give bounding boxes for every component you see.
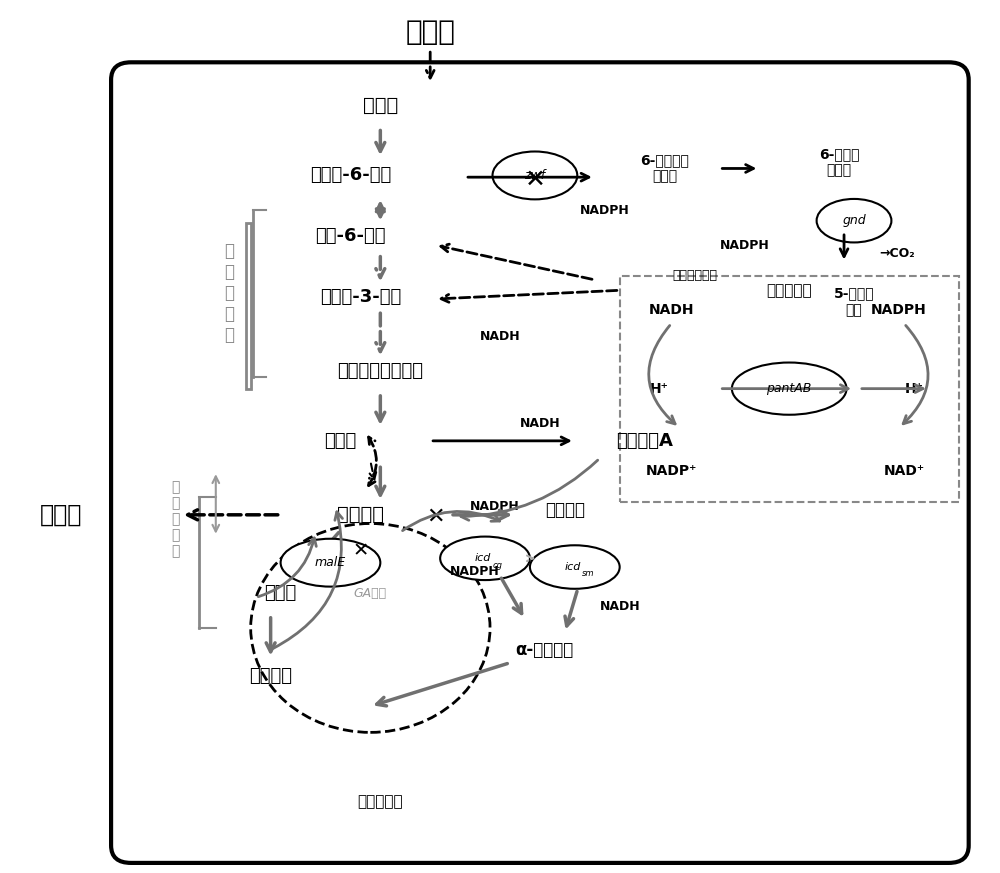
Text: 转氢酶循环: 转氢酶循环 (766, 283, 812, 298)
Text: icd: icd (565, 562, 581, 572)
Text: H⁺: H⁺ (904, 382, 923, 395)
Text: NADH: NADH (520, 417, 561, 430)
Text: 草酰乙酸: 草酰乙酸 (337, 505, 384, 525)
Text: 6-磷酸葡
萄糖酸: 6-磷酸葡 萄糖酸 (819, 148, 859, 177)
Text: gnd: gnd (842, 214, 866, 227)
Text: NADH: NADH (649, 303, 694, 317)
Text: 磷酸烯醇式丙酮酸: 磷酸烯醇式丙酮酸 (337, 362, 423, 381)
FancyBboxPatch shape (620, 276, 959, 502)
Text: pantAB: pantAB (767, 382, 812, 395)
Text: 6-磷酸葡萄
糖内酯: 6-磷酸葡萄 糖内酯 (640, 154, 689, 183)
Text: 赖氨酸: 赖氨酸 (40, 503, 82, 526)
Text: NADPH: NADPH (871, 303, 927, 317)
Text: 甘油醛-3-磷酸: 甘油醛-3-磷酸 (320, 288, 401, 306)
Text: 糖
酵
解
途
径: 糖 酵 解 途 径 (224, 243, 234, 343)
Text: NADH: NADH (480, 330, 521, 343)
Text: zwf: zwf (524, 169, 545, 182)
Text: 苹果酸: 苹果酸 (264, 584, 297, 602)
Text: NADP⁺: NADP⁺ (646, 464, 697, 478)
FancyBboxPatch shape (111, 62, 969, 863)
Text: NADH: NADH (600, 600, 640, 613)
Text: →CO₂: →CO₂ (879, 247, 915, 260)
Text: 丙酮酸: 丙酮酸 (324, 432, 357, 450)
Text: malE: malE (315, 556, 346, 569)
Text: NADPH: NADPH (470, 499, 520, 512)
Text: H⁺: H⁺ (650, 382, 669, 395)
Text: NADPH: NADPH (580, 203, 630, 217)
Text: ✕: ✕ (524, 168, 545, 192)
Text: 葡萄糖: 葡萄糖 (363, 96, 398, 115)
Text: 磷酸戊糖途径: 磷酸戊糖途径 (672, 269, 717, 282)
Text: NADPH: NADPH (450, 565, 500, 578)
Text: ✕: ✕ (352, 542, 369, 560)
Ellipse shape (281, 539, 380, 587)
Text: sm: sm (582, 569, 594, 579)
Text: ✕: ✕ (426, 506, 444, 526)
Text: 乙
醛
酸
循
环: 乙 醛 酸 循 环 (172, 480, 180, 559)
Ellipse shape (530, 546, 620, 588)
Text: 5-磷酸核
酮酸: 5-磷酸核 酮酸 (834, 286, 874, 317)
Text: 三羧酸循环: 三羧酸循环 (358, 794, 403, 809)
Text: icd: icd (475, 553, 491, 563)
Text: cg: cg (493, 560, 503, 570)
Text: 异柠檬酸: 异柠檬酸 (545, 501, 585, 519)
Text: 乙酰辅酶A: 乙酰辅酶A (616, 432, 673, 450)
Text: 果糖-6-磷酸: 果糖-6-磷酸 (315, 227, 386, 245)
Text: GA循环: GA循环 (354, 587, 387, 600)
Text: NAD⁺: NAD⁺ (883, 464, 924, 478)
Ellipse shape (440, 537, 530, 580)
Text: 葡萄糖: 葡萄糖 (405, 17, 455, 46)
Text: 琥珀酸酯: 琥珀酸酯 (249, 667, 292, 684)
Ellipse shape (732, 362, 847, 415)
Text: α-酮戊二酸: α-酮戊二酸 (516, 641, 574, 659)
Ellipse shape (817, 199, 891, 243)
Text: NADPH: NADPH (720, 238, 769, 251)
Ellipse shape (493, 152, 577, 199)
Text: 葡萄糖-6-磷酸: 葡萄糖-6-磷酸 (310, 167, 391, 184)
